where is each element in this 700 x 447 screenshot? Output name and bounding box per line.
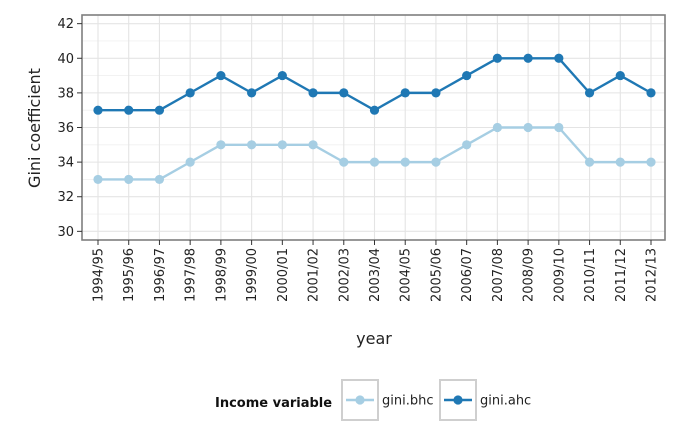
data-point [216, 70, 226, 81]
x-tick-label: 2006/07 [460, 248, 475, 302]
y-tick-label: 38 [57, 86, 74, 101]
data-point [154, 174, 165, 185]
data-point [462, 140, 472, 150]
x-axis-title: year [356, 329, 392, 348]
data-point [308, 140, 318, 150]
data-point [646, 157, 656, 167]
legend-item-gini.ahc: gini.ahc [439, 379, 531, 421]
x-tick-label: 2008/09 [522, 248, 537, 302]
x-tick-label: 2007/08 [491, 248, 506, 302]
legend-key-point [453, 395, 463, 405]
data-point [185, 157, 195, 167]
legend-title: Income variable [215, 396, 332, 411]
data-point [554, 122, 564, 133]
data-point [431, 88, 441, 98]
x-tick-label: 2009/10 [552, 248, 567, 302]
data-point [339, 157, 349, 167]
data-point [584, 157, 595, 167]
y-tick-label: 40 [57, 52, 74, 67]
x-tick-label: 2003/04 [368, 248, 383, 302]
data-point [247, 140, 257, 150]
series-layer [93, 53, 656, 185]
grid [82, 15, 665, 240]
series-gini.ahc [93, 53, 656, 115]
x-tick-label: 2000/01 [276, 248, 291, 302]
data-point [431, 157, 441, 167]
data-point [247, 88, 257, 98]
legend-item-gini.bhc: gini.bhc [341, 379, 434, 421]
y-axis-title: Gini coefficient [25, 68, 44, 188]
x-tick-label: 2002/03 [337, 248, 352, 302]
x-tick-label: 1998/99 [214, 248, 229, 302]
y-tick-label: 42 [57, 17, 74, 32]
data-point [462, 70, 472, 81]
data-point [554, 53, 564, 63]
data-point [93, 105, 103, 115]
data-point [492, 122, 502, 133]
data-point [523, 122, 533, 133]
x-tick-label: 2001/02 [307, 248, 322, 302]
data-point [93, 174, 103, 185]
data-point [615, 70, 625, 81]
y-tick-label: 36 [57, 121, 74, 136]
data-point [277, 140, 287, 150]
x-tick-label: 2012/13 [645, 248, 660, 302]
data-point [369, 105, 380, 115]
y-tick-label: 30 [57, 225, 74, 240]
x-tick-label: 2004/05 [399, 248, 414, 302]
data-point [124, 174, 134, 185]
x-tick-label: 1994/95 [92, 248, 107, 302]
data-point [369, 157, 380, 167]
axes: 30 32 34 36 38 40 42 1994/95 1995/96 1996/97 1997/… [57, 14, 666, 302]
x-tick-label: 1997/98 [184, 248, 199, 302]
data-point [216, 140, 226, 150]
data-point [646, 88, 656, 98]
x-tick-label: 1996/97 [153, 248, 168, 302]
data-point [154, 105, 165, 115]
data-point [185, 88, 195, 98]
data-point [308, 88, 318, 98]
data-point [584, 88, 595, 98]
x-tick-label: 1999/00 [245, 248, 260, 302]
series-gini.bhc [93, 122, 656, 185]
x-tick-label: 2005/06 [429, 248, 444, 302]
data-point [277, 70, 287, 81]
legend-key-point [355, 395, 365, 405]
data-point [400, 88, 410, 98]
data-point [339, 88, 349, 98]
legend: Income variable gini.bhc gini.ahc [215, 379, 531, 421]
data-point [400, 157, 410, 167]
data-point [615, 157, 625, 167]
data-point [523, 53, 533, 63]
y-tick-label: 32 [57, 190, 74, 205]
x-tick-label: 2011/12 [614, 248, 629, 302]
data-point [124, 105, 134, 115]
x-tick-label: 1995/96 [122, 248, 137, 302]
y-tick-label: 34 [57, 156, 74, 171]
data-point [492, 53, 502, 63]
x-tick-label: 2010/11 [583, 248, 598, 302]
legend-label: gini.ahc [480, 394, 531, 409]
legend-label: gini.bhc [382, 394, 434, 409]
